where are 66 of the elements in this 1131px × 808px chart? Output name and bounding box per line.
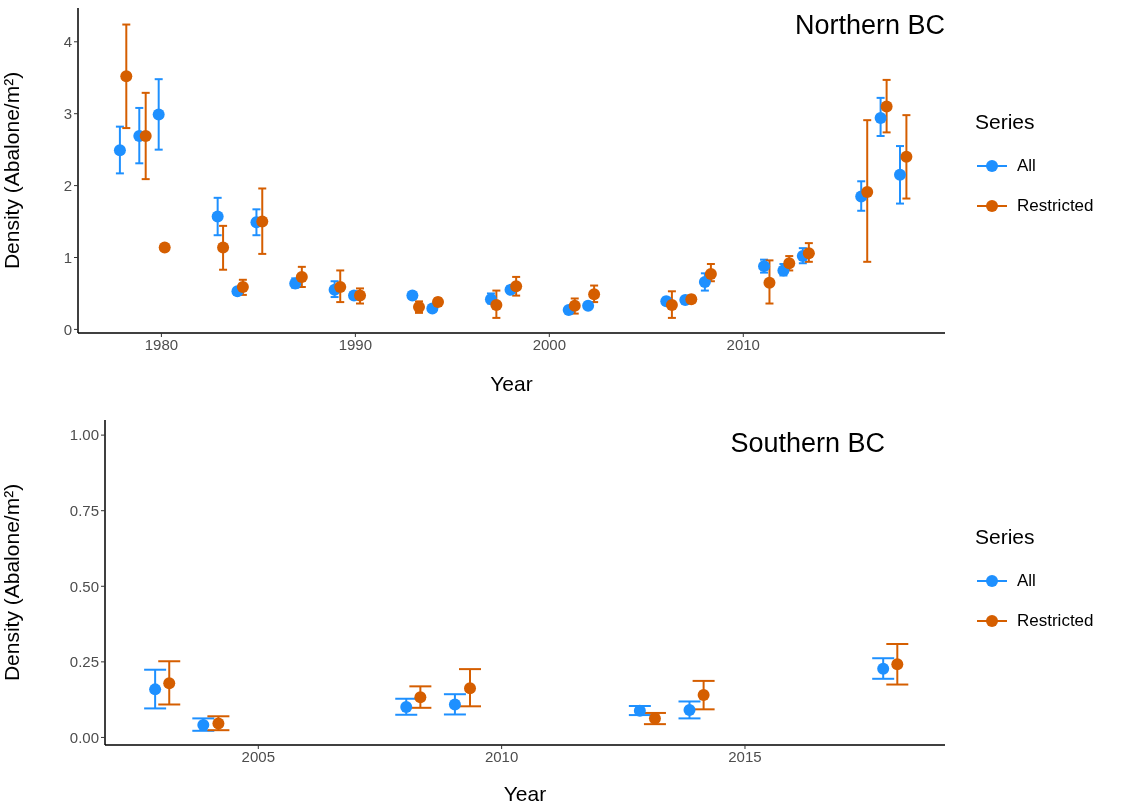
x-axis-title: Year <box>503 782 547 805</box>
point <box>431 296 444 309</box>
point <box>406 289 419 302</box>
x-tick-label: 1980 <box>144 335 179 353</box>
point <box>211 210 224 223</box>
point <box>665 298 678 311</box>
point <box>891 658 904 671</box>
point <box>464 682 477 695</box>
y-tick-label: 0 <box>63 320 72 338</box>
point <box>877 662 890 675</box>
x-tick-label: 2010 <box>484 747 519 765</box>
y-tick-label: 0.00 <box>69 728 99 746</box>
point <box>400 700 413 713</box>
y-tick-label: 1 <box>63 248 72 266</box>
point <box>152 108 165 121</box>
point <box>633 704 646 717</box>
chart-title: Northern BC <box>794 10 945 41</box>
point <box>900 150 913 163</box>
point <box>120 70 133 83</box>
x-axis-title: Year <box>490 372 533 395</box>
point <box>256 215 269 228</box>
point <box>588 288 601 301</box>
legend-label: All <box>1017 571 1036 591</box>
point <box>163 677 176 690</box>
point <box>334 280 347 293</box>
point <box>139 129 152 142</box>
point <box>490 298 503 311</box>
x-tick-label: 2000 <box>532 335 567 353</box>
legend-title: Series <box>975 110 1036 134</box>
point <box>217 241 230 254</box>
point <box>295 270 308 283</box>
y-tick-label: 4 <box>63 33 72 51</box>
legend-label: All <box>1017 156 1036 176</box>
x-tick-label: 2005 <box>241 747 275 765</box>
x-tick-label: 1990 <box>338 335 373 353</box>
point <box>894 168 906 181</box>
legend-label: Restricted <box>1017 611 1094 631</box>
chart-title: Southern BC <box>730 428 885 459</box>
x-tick-label: 2010 <box>726 335 760 353</box>
point <box>448 698 461 711</box>
point <box>861 186 874 199</box>
y-tick-label: 2 <box>63 176 72 194</box>
point <box>763 276 776 289</box>
y-axis-title: Density (Abalone/m²) <box>0 483 24 682</box>
legend-label: Restricted <box>1017 196 1094 216</box>
y-tick-label: 0.50 <box>69 577 99 595</box>
x-tick-label: 2015 <box>728 747 762 765</box>
point <box>113 144 126 157</box>
y-tick-label: 0.25 <box>69 653 99 671</box>
y-tick-label: 3 <box>63 105 72 123</box>
y-tick-label: 0.75 <box>69 502 99 520</box>
point <box>874 112 887 125</box>
point <box>510 280 523 293</box>
point <box>149 683 162 696</box>
legend-title: Series <box>975 525 1036 549</box>
point <box>683 703 696 716</box>
y-axis-title: Density (Abalone/m²) <box>0 71 24 270</box>
point <box>697 689 710 702</box>
point <box>414 691 427 704</box>
point <box>880 100 893 113</box>
point <box>582 299 595 312</box>
point <box>698 275 711 288</box>
point <box>212 717 225 730</box>
y-tick-label: 1.00 <box>69 426 99 444</box>
point <box>158 241 171 254</box>
point <box>648 712 661 725</box>
